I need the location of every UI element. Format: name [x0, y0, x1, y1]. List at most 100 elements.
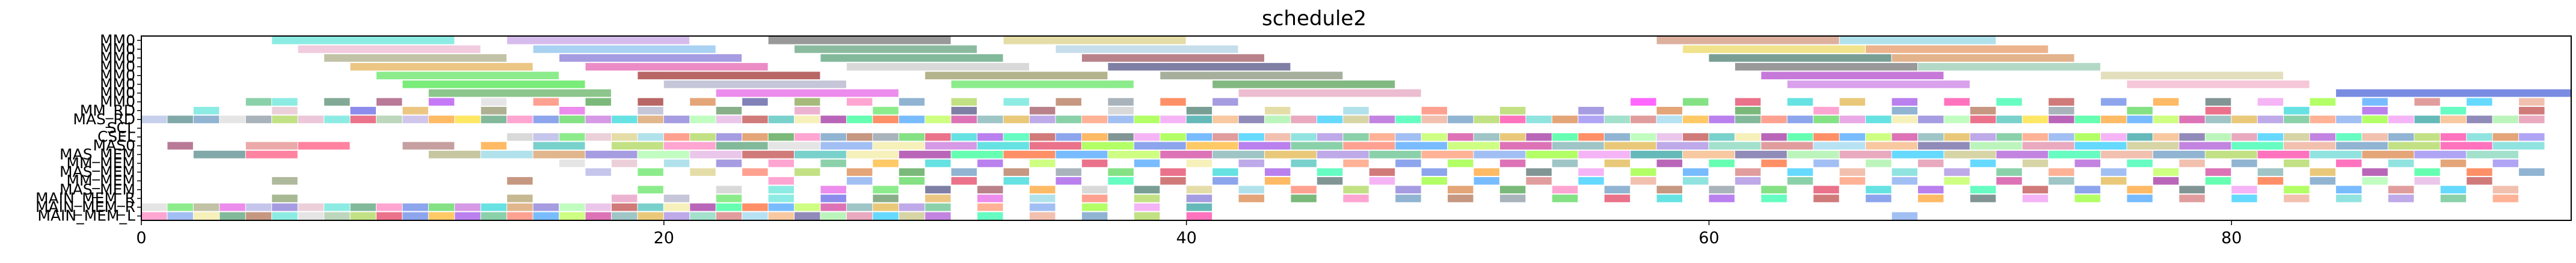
- task-bar: [1395, 186, 1421, 194]
- task-bar: [2310, 98, 2336, 106]
- task-bar: [1160, 168, 1186, 176]
- task-bar: [1081, 203, 1108, 211]
- task-bar: [820, 115, 846, 124]
- y-tick-label: MM_MEM: [66, 154, 135, 172]
- task-bar: [1081, 159, 1108, 168]
- x-tick-label: 20: [654, 229, 674, 247]
- task-bar: [1656, 115, 1683, 124]
- task-bar: [2336, 133, 2362, 141]
- task-bar: [1656, 195, 1683, 202]
- task-bar: [585, 115, 611, 124]
- task-bar: [795, 106, 820, 115]
- task-bar: [559, 212, 585, 220]
- task-bar: [2205, 133, 2231, 141]
- task-bar: [899, 98, 925, 106]
- task-bar: [455, 212, 481, 220]
- task-bar: [1892, 98, 1917, 106]
- task-bar: [585, 62, 768, 71]
- task-bar: [1003, 37, 1186, 44]
- task-bar: [428, 203, 455, 211]
- task-bar: [1656, 37, 1839, 44]
- task-bar: [428, 151, 481, 159]
- task-bar: [559, 54, 742, 62]
- task-bar: [2362, 106, 2388, 115]
- task-bar: [2362, 151, 2414, 159]
- task-bar: [1761, 71, 1944, 80]
- task-bar: [585, 168, 611, 176]
- task-bar: [507, 195, 533, 202]
- task-bar: [1735, 115, 1761, 124]
- task-bar: [1264, 151, 1317, 159]
- task-bar: [1186, 203, 1213, 211]
- task-bar: [1056, 168, 1081, 176]
- task-bar: [2101, 168, 2127, 176]
- task-bar: [1839, 115, 1866, 124]
- task-bar: [507, 177, 533, 185]
- task-bar: [1735, 168, 1761, 176]
- task-bar: [795, 212, 820, 220]
- task-bar: [1160, 151, 1213, 159]
- task-bar: [2310, 168, 2336, 176]
- task-bar: [820, 186, 846, 194]
- task-bar: [1448, 133, 1474, 141]
- task-bar: [1735, 106, 1761, 115]
- task-bar: [1395, 142, 1448, 150]
- task-bar: [2049, 115, 2074, 124]
- task-bar: [638, 203, 663, 211]
- task-bar: [272, 37, 455, 44]
- task-bar: [2440, 195, 2467, 202]
- task-bar: [768, 177, 795, 185]
- task-bar: [1291, 142, 1343, 150]
- task-bar: [716, 115, 742, 124]
- task-bar: [481, 98, 507, 106]
- task-bar: [1474, 133, 1499, 141]
- task-bar: [1813, 142, 1866, 150]
- task-bar: [1526, 115, 1552, 124]
- task-bar: [350, 203, 376, 211]
- task-bar: [2101, 71, 2284, 80]
- task-bar: [1917, 133, 1944, 141]
- task-bar: [1578, 115, 1604, 124]
- task-bar: [1499, 142, 1552, 150]
- task-bar: [951, 98, 977, 106]
- task-bar: [1160, 133, 1186, 141]
- task-bar: [2414, 177, 2440, 185]
- task-bar: [1996, 151, 2049, 159]
- task-bar: [2284, 159, 2310, 168]
- task-bar: [455, 203, 481, 211]
- task-bar: [846, 212, 873, 220]
- task-bar: [1134, 186, 1160, 194]
- task-bar: [2127, 142, 2179, 150]
- task-bar: [193, 115, 220, 124]
- task-bar: [402, 142, 455, 150]
- task-bar: [559, 106, 585, 115]
- task-bar: [2153, 98, 2179, 106]
- task-bar: [2257, 98, 2284, 106]
- task-bar: [298, 212, 324, 220]
- task-bar: [481, 212, 507, 220]
- task-bar: [1395, 195, 1421, 202]
- task-bar: [716, 142, 768, 150]
- task-bar: [925, 115, 951, 124]
- task-bar: [1683, 133, 1709, 141]
- task-bar: [873, 115, 899, 124]
- task-bar: [2101, 98, 2127, 106]
- task-bar: [768, 212, 795, 220]
- task-bar: [533, 203, 559, 211]
- task-bar: [768, 115, 795, 124]
- task-bar: [1631, 168, 1656, 176]
- task-bar: [1839, 168, 1866, 176]
- task-bar: [2127, 115, 2153, 124]
- task-bar: [1552, 195, 1578, 202]
- task-bar: [1787, 177, 1813, 185]
- task-bar: [1526, 133, 1552, 141]
- task-bar: [2284, 142, 2336, 150]
- task-bar: [2179, 159, 2205, 168]
- task-bar: [1343, 195, 1369, 202]
- task-bar: [1056, 177, 1081, 185]
- task-bar: [2205, 177, 2231, 185]
- task-bar: [585, 151, 638, 159]
- task-bar: [1866, 186, 1892, 194]
- task-bar: [2467, 133, 2492, 141]
- task-bar: [1970, 115, 1996, 124]
